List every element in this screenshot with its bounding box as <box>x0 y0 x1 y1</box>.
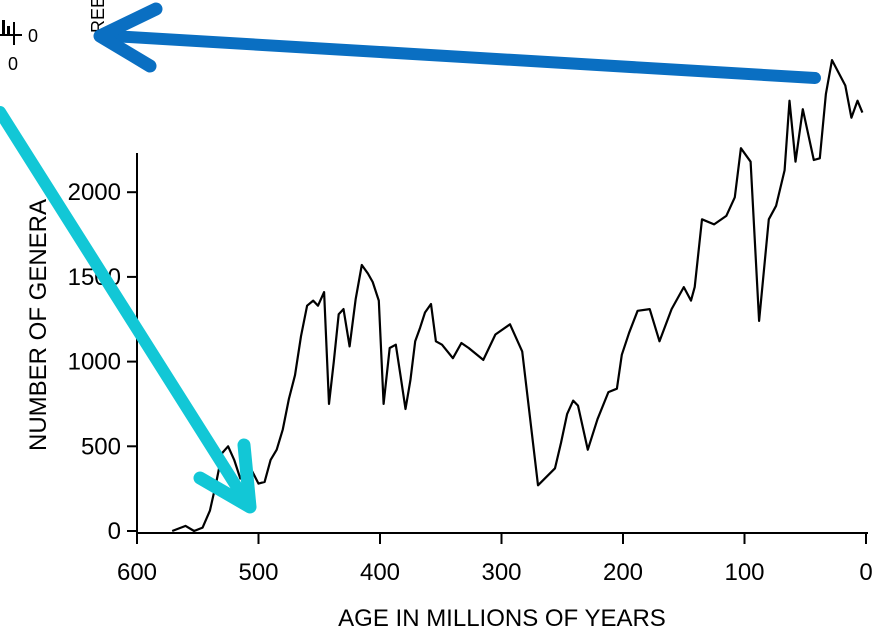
x-tick-label: 300 <box>481 559 521 586</box>
inset-y-tick-label: 0 <box>28 26 38 46</box>
x-tick-label: 600 <box>117 559 157 586</box>
annotation-arrow-blue <box>93 2 821 84</box>
inset-bar <box>7 26 10 35</box>
inset-x-tick-label: 0 <box>8 54 18 74</box>
y-tick-label: 1000 <box>68 349 121 376</box>
x-tick-label: 0 <box>859 559 872 586</box>
arrow-head <box>93 2 163 73</box>
x-tick-label: 400 <box>360 559 400 586</box>
arrow-shaft <box>0 106 251 506</box>
y-tick-label: 500 <box>81 433 121 460</box>
annotation-arrow-cyan <box>0 106 257 514</box>
x-tick-label: 100 <box>724 559 764 586</box>
inset-axis-label: REE <box>88 0 108 33</box>
inset-fragment: 0 0 REE <box>0 0 108 74</box>
y-tick-label: 2000 <box>68 179 121 206</box>
series-line <box>171 59 864 533</box>
x-tick-label: 500 <box>238 559 278 586</box>
x-tick-label: 200 <box>603 559 643 586</box>
x-ticks: 600 500 400 300 200 100 0 <box>117 533 873 586</box>
arrow-shaft <box>106 30 821 84</box>
x-axis-title: AGE IN MILLIONS OF YEARS <box>338 605 666 632</box>
arrow-head <box>193 438 257 514</box>
inset-bar <box>2 20 5 35</box>
y-tick-label: 0 <box>108 518 121 545</box>
y-axis-title: NUMBER OF GENERA <box>25 199 52 451</box>
